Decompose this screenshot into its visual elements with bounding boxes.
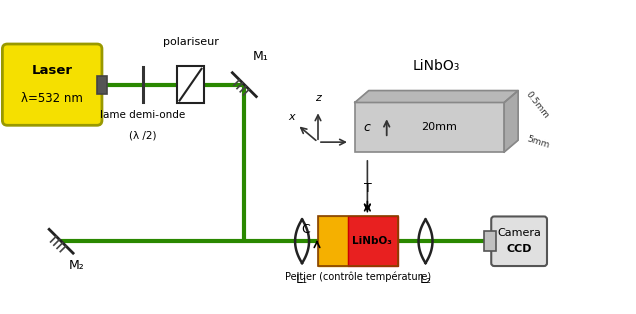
Text: Peltier (contrôle température): Peltier (contrôle température) bbox=[285, 272, 431, 283]
Text: lame demi-onde: lame demi-onde bbox=[100, 111, 185, 120]
Text: x: x bbox=[289, 112, 295, 122]
Text: polariseur: polariseur bbox=[163, 37, 219, 47]
FancyBboxPatch shape bbox=[3, 44, 102, 125]
Text: L₂: L₂ bbox=[420, 273, 432, 286]
Text: Laser: Laser bbox=[32, 64, 73, 77]
Text: y: y bbox=[356, 137, 363, 147]
Bar bbox=[484, 231, 496, 251]
Text: 5mm: 5mm bbox=[526, 134, 551, 150]
Text: LiNbO₃: LiNbO₃ bbox=[413, 59, 460, 73]
Text: z: z bbox=[315, 94, 321, 104]
Bar bbox=[318, 216, 398, 266]
Polygon shape bbox=[355, 91, 518, 102]
Bar bbox=[177, 66, 205, 104]
Text: Camera: Camera bbox=[497, 228, 541, 238]
Bar bbox=[355, 102, 504, 152]
Bar bbox=[318, 216, 349, 266]
Bar bbox=[97, 76, 107, 94]
Text: 20mm: 20mm bbox=[422, 122, 457, 132]
Text: CCD: CCD bbox=[506, 244, 532, 254]
Text: c: c bbox=[363, 121, 370, 134]
Text: λ=532 nm: λ=532 nm bbox=[21, 92, 83, 106]
Text: LiNbO₃: LiNbO₃ bbox=[352, 236, 392, 246]
Text: L₁: L₁ bbox=[296, 273, 308, 286]
Polygon shape bbox=[504, 91, 518, 152]
Text: (λ /2): (λ /2) bbox=[129, 130, 156, 140]
Text: M₂: M₂ bbox=[69, 259, 85, 272]
FancyBboxPatch shape bbox=[491, 216, 547, 266]
Bar bbox=[349, 216, 398, 266]
Text: C: C bbox=[301, 223, 310, 236]
Text: 0.5mm: 0.5mm bbox=[524, 90, 551, 121]
Text: T: T bbox=[364, 182, 371, 195]
Text: M₁: M₁ bbox=[252, 50, 268, 63]
